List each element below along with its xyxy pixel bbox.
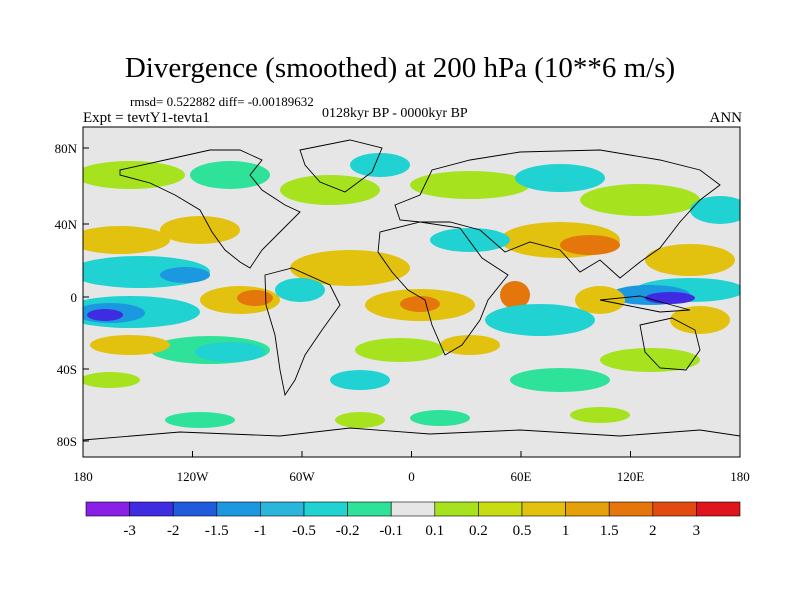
colorbar-label: 2 — [649, 523, 657, 539]
field-patch-pos1 — [335, 412, 385, 428]
latitude-axis: 80N 40N 0 40S 80S — [55, 141, 89, 449]
colorbar-label: 3 — [693, 523, 701, 539]
coast-south-america — [264, 267, 341, 397]
field-patch-pos2 — [440, 335, 500, 355]
colorbar-swatch — [347, 501, 392, 517]
y-tick-label: 80N — [55, 141, 78, 156]
x-tick-label: 120W — [177, 469, 210, 484]
field-patch-neg2 — [195, 342, 265, 362]
colorbar-label: 1 — [562, 523, 570, 539]
colorbar-swatch — [216, 501, 261, 517]
divergence-field — [83, 127, 740, 457]
colorbar-label: -2 — [167, 523, 180, 539]
colorbar-label: -0.2 — [336, 523, 360, 539]
coast-antarctica — [83, 427, 740, 441]
field-patch-neg4 — [87, 309, 123, 321]
colorbar-swatch — [478, 501, 523, 517]
field-patch-neg4 — [645, 292, 695, 304]
y-tick-label: 80S — [57, 434, 77, 449]
x-tick-label: 0 — [408, 469, 415, 484]
x-tick-label: 180 — [730, 469, 750, 484]
season-label: ANN — [709, 110, 743, 126]
field-patch-pos2 — [160, 216, 240, 244]
field-patch-pos1 — [83, 161, 185, 189]
coast-greenland — [299, 139, 383, 193]
field-patch-pos2 — [290, 250, 410, 286]
rmsd-diff-stats: rmsd= 0.522882 diff= -0.00189632 — [130, 94, 314, 109]
field-patch-neg1 — [410, 410, 470, 426]
field-patch-pos2 — [90, 335, 170, 355]
field-patch-neg2 — [690, 196, 740, 224]
x-tick-label: 60E — [511, 469, 532, 484]
colorbar-label: 0.5 — [513, 523, 532, 539]
coast-north-america — [119, 149, 301, 269]
colorbar-swatch — [390, 501, 436, 517]
colorbar-label: -1 — [254, 523, 267, 539]
coast-australia — [639, 317, 701, 371]
field-patch-pos3 — [400, 296, 440, 312]
x-tick-label: 60W — [289, 469, 315, 484]
field-patch-pos1 — [280, 175, 380, 205]
x-tick-label: 180 — [73, 469, 93, 484]
field-patch-neg2 — [430, 228, 510, 252]
colorbar-swatch — [434, 501, 479, 517]
colorbar-swatch — [608, 501, 654, 517]
colorbar-label: 1.5 — [600, 523, 619, 539]
field-patch-pos1 — [580, 184, 700, 216]
colorbar-swatch — [172, 501, 218, 517]
field-patch-neg3 — [160, 267, 210, 283]
colorbar — [85, 501, 741, 517]
colorbar-label: -1.5 — [205, 523, 229, 539]
colorbar-label: 0.2 — [469, 523, 488, 539]
coast-indonesia — [599, 295, 691, 313]
field-patch-pos2 — [83, 226, 170, 254]
experiment-label: Expt = tevtY1-tevta1 — [83, 110, 210, 126]
colorbar-label: -0.5 — [292, 523, 316, 539]
colorbar-label: -3 — [123, 523, 136, 539]
field-patch-pos3 — [237, 290, 273, 306]
field-patch-neg2 — [275, 278, 325, 302]
y-tick-label: 40N — [55, 217, 78, 232]
colorbar-swatch — [652, 501, 697, 517]
colorbar-swatch — [85, 501, 130, 517]
colorbar-swatch — [521, 501, 566, 517]
field-patch-neg1 — [190, 161, 270, 189]
field-patch-pos1 — [83, 372, 140, 388]
colorbar-swatch — [565, 501, 610, 517]
field-patch-pos3 — [500, 281, 530, 309]
colorbar-label: -0.1 — [379, 523, 403, 539]
field-patch-neg1 — [165, 412, 235, 428]
field-patch-pos1 — [570, 407, 630, 423]
field-patch-neg2 — [485, 304, 595, 336]
field-patch-neg2 — [330, 370, 390, 390]
colorbar-labels: -3 -2 -1.5 -1 -0.5 -0.2 -0.1 0.1 0.2 0.5 1 1.5 2 3 — [123, 523, 700, 539]
coast-africa — [377, 221, 509, 356]
y-tick-label: 40S — [57, 362, 77, 377]
x-tick-label: 120E — [617, 469, 645, 484]
colorbar-swatch — [696, 501, 741, 517]
field-patch-pos1 — [600, 348, 700, 372]
y-tick-label: 0 — [71, 290, 78, 305]
field-patch-neg2 — [350, 153, 410, 177]
plot-title: Divergence (smoothed) at 200 hPa (10**6 … — [124, 52, 676, 84]
coast-eurasia — [394, 149, 721, 279]
field-patch-neg2 — [515, 164, 605, 192]
longitude-axis: 180 120W 60W 0 60E 120E 180 — [73, 451, 750, 484]
field-patch-pos2 — [645, 244, 735, 276]
field-patch-pos3 — [560, 235, 620, 255]
colorbar-label: 0.1 — [425, 523, 444, 539]
coastlines — [83, 139, 740, 441]
colorbar-swatch — [303, 501, 348, 517]
colorbar-swatch — [129, 501, 174, 517]
field-patch-pos2 — [670, 306, 730, 334]
field-patch-pos1 — [410, 171, 530, 199]
time-period-label: 0128kyr BP - 0000kyr BP — [322, 106, 468, 121]
colorbar-swatch — [260, 501, 305, 517]
field-patch-pos1 — [355, 338, 445, 362]
field-patch-neg1 — [510, 368, 610, 392]
